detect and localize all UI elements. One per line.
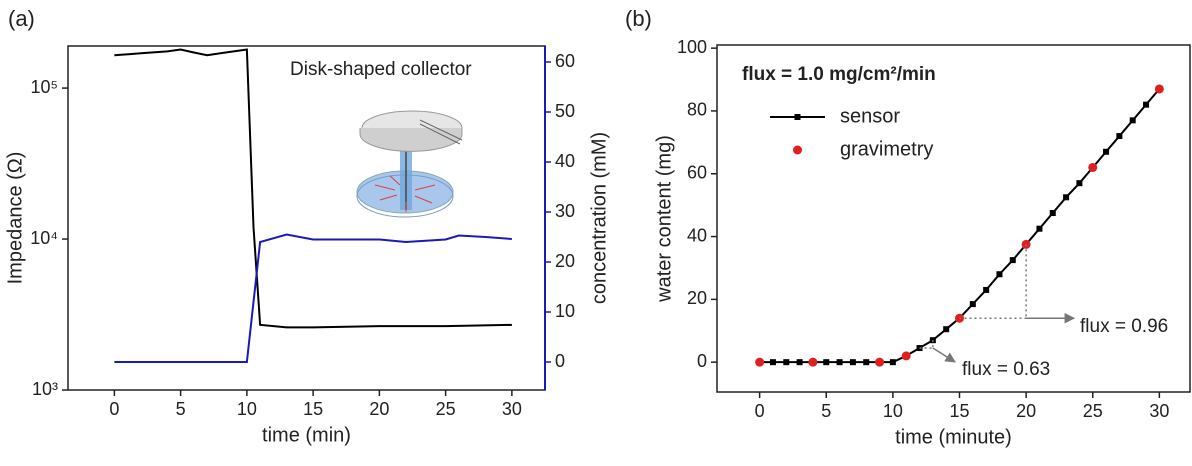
- point-marker: [808, 357, 818, 367]
- point-marker: [1116, 133, 1123, 140]
- y2-tick-label: 10: [555, 301, 575, 321]
- x-tick-label: 10: [883, 401, 903, 421]
- point-marker: [1129, 117, 1136, 124]
- point-marker: [889, 359, 896, 366]
- y-tick-label: 10³: [32, 379, 58, 399]
- y-tick-label: 20: [687, 288, 707, 308]
- x-tick-label: 0: [109, 399, 119, 419]
- y2-axis-label: concentration (mM): [588, 132, 610, 304]
- x-tick-label: 5: [176, 399, 186, 419]
- legend-label: gravimetry: [840, 138, 933, 160]
- x-tick-label: 25: [1083, 401, 1103, 421]
- point-marker: [983, 286, 990, 293]
- y2-tick-label: 40: [555, 151, 575, 171]
- point-marker: [1143, 101, 1150, 108]
- y-tick-label: 0: [697, 351, 707, 371]
- y-tick-label: 40: [687, 225, 707, 245]
- inset-drawing: [356, 110, 463, 218]
- point-marker: [849, 359, 856, 366]
- y2-tick-label: 0: [555, 351, 565, 371]
- x-tick-label: 20: [369, 399, 389, 419]
- point-marker: [769, 359, 776, 366]
- plot-frame: [716, 44, 1191, 393]
- guide-arrow: [932, 347, 956, 363]
- point-marker: [796, 359, 803, 366]
- legend-label: sensor: [840, 105, 900, 127]
- plot-frame: [67, 45, 546, 391]
- legend-marker: [794, 114, 801, 120]
- x-axis-label: time (minute): [895, 426, 1012, 448]
- y-axis-label: Impedance (Ω): [4, 152, 26, 285]
- x-tick-label: 10: [237, 399, 257, 419]
- point-marker: [1154, 84, 1164, 94]
- y-tick-label: 60: [687, 163, 707, 183]
- series-line: [114, 233, 512, 363]
- y-tick-label: 100: [677, 37, 707, 57]
- x-tick-label: 0: [755, 401, 765, 421]
- panel-label: (b): [625, 6, 652, 31]
- y2-tick-label: 30: [555, 201, 575, 221]
- point-marker: [943, 326, 950, 333]
- point-marker: [783, 359, 790, 366]
- x-tick-label: 25: [436, 399, 456, 419]
- point-marker: [901, 351, 911, 361]
- y2-tick-label: 20: [555, 251, 575, 271]
- y-tick-label: 10⁵: [31, 77, 58, 97]
- legend-marker: [793, 145, 802, 155]
- x-tick-label: 15: [303, 399, 323, 419]
- y-tick-label: 80: [687, 100, 707, 120]
- annotation: flux = 0.63: [962, 359, 1050, 380]
- point-marker: [1076, 180, 1083, 187]
- point-marker: [969, 301, 976, 308]
- point-marker: [1103, 148, 1110, 155]
- x-axis-label: time (min): [262, 424, 351, 446]
- x-tick-label: 5: [821, 401, 831, 421]
- point-marker: [996, 271, 1003, 278]
- panel-label: (a): [8, 6, 35, 31]
- series-line: [114, 48, 512, 329]
- y2-tick-label: 60: [555, 51, 575, 71]
- point-marker: [875, 357, 885, 367]
- point-marker: [1088, 162, 1098, 172]
- point-marker: [1049, 210, 1056, 217]
- point-marker: [755, 357, 765, 367]
- point-marker: [1036, 225, 1043, 232]
- annotation: flux = 1.0 mg/cm²/min: [742, 64, 936, 85]
- point-marker: [836, 359, 843, 366]
- point-marker: [1009, 257, 1016, 264]
- x-tick-label: 15: [949, 401, 969, 421]
- y-axis-label: water content (mg): [653, 135, 675, 303]
- annotation: flux = 0.96: [1080, 316, 1168, 337]
- y-tick-label: 10⁴: [30, 228, 58, 248]
- annotation: Disk-shaped collector: [290, 59, 472, 80]
- x-tick-label: 30: [1149, 401, 1169, 421]
- x-tick-label: 30: [502, 399, 522, 419]
- x-tick-label: 20: [1016, 401, 1036, 421]
- y2-tick-label: 50: [555, 101, 575, 121]
- point-marker: [823, 359, 830, 366]
- point-marker: [1063, 194, 1070, 201]
- point-marker: [863, 359, 870, 366]
